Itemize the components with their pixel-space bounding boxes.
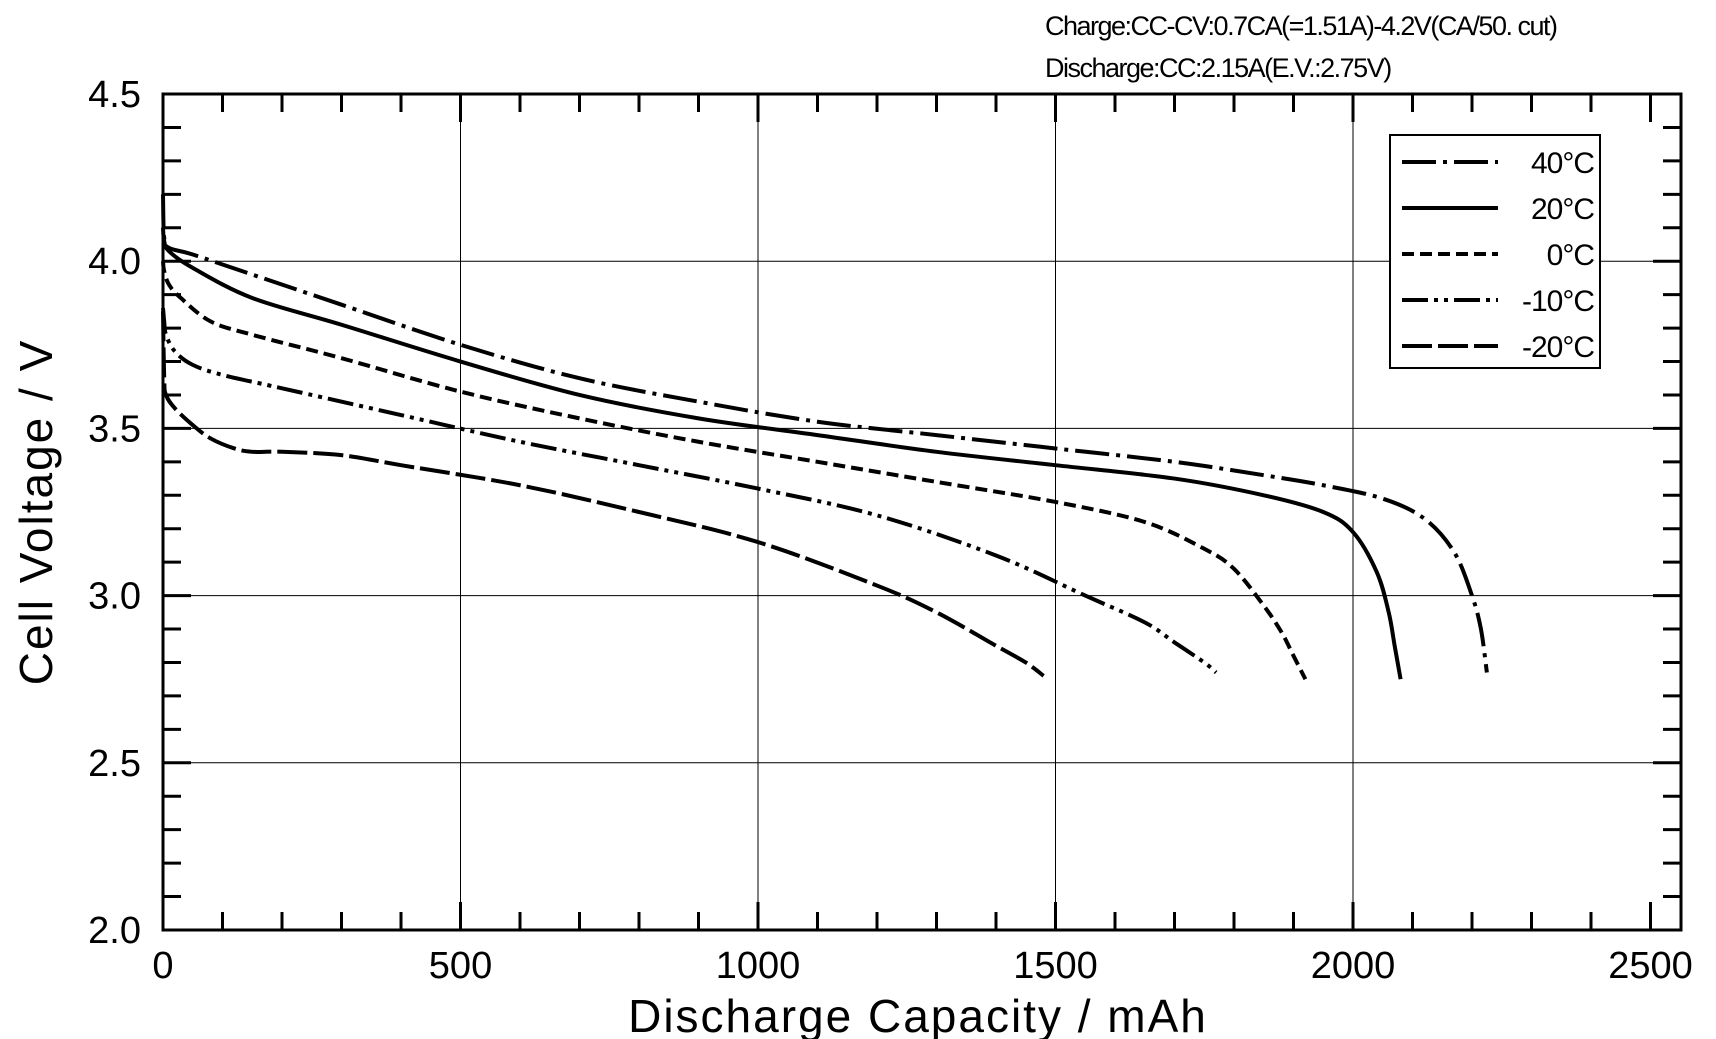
x-axis-title: Discharge Capacity / mAh — [628, 990, 1208, 1039]
x-tick-label: 2500 — [1608, 945, 1693, 987]
charge-condition-note: Charge:CC-CV:0.7CA(=1.51A)-4.2V(CA/50. c… — [1045, 11, 1557, 41]
series-line — [161, 194, 1489, 673]
test-conditions: Charge:CC-CV:0.7CA(=1.51A)-4.2V(CA/50. c… — [1045, 11, 1558, 83]
series-line — [161, 307, 1218, 675]
y-tick-label: 3.5 — [88, 408, 141, 450]
series-line — [161, 260, 1308, 681]
x-tick-label: 1000 — [716, 945, 801, 987]
y-tick-label: 2.5 — [88, 743, 141, 785]
series-line — [161, 227, 1403, 680]
legend-label: -10°C — [1522, 285, 1594, 318]
legend-label: 20°C — [1531, 193, 1594, 226]
plot-frame — [161, 92, 1683, 932]
x-tick-label: 2000 — [1311, 945, 1396, 987]
grid — [163, 94, 1681, 930]
legend-label: -20°C — [1522, 331, 1594, 364]
y-tick-label: 2.0 — [88, 910, 141, 952]
y-axis-title: Cell Voltage / V — [10, 339, 62, 686]
y-tick-label: 3.0 — [88, 576, 141, 618]
x-tick-label: 1500 — [1013, 945, 1098, 987]
y-tick-label: 4.0 — [88, 241, 141, 283]
series-lines — [161, 194, 1489, 681]
legend: 40°C 20°C 0°C -10°C -20°C — [1389, 134, 1601, 369]
x-tick-labels: 0 500 1000 1500 2000 2500 — [152, 945, 1692, 987]
series-line — [161, 311, 1045, 678]
discharge-condition-note: Discharge:CC:2.15A(E.V.:2.75V) — [1045, 53, 1391, 83]
x-tick-label: 0 — [152, 945, 173, 987]
y-tick-label: 4.5 — [88, 74, 141, 116]
legend-box — [1389, 134, 1601, 369]
x-tick-label: 500 — [429, 945, 492, 987]
legend-label: 40°C — [1531, 147, 1594, 180]
legend-label: 0°C — [1547, 239, 1595, 272]
y-tick-labels: 2.0 2.5 3.0 3.5 4.0 4.5 — [88, 74, 141, 952]
